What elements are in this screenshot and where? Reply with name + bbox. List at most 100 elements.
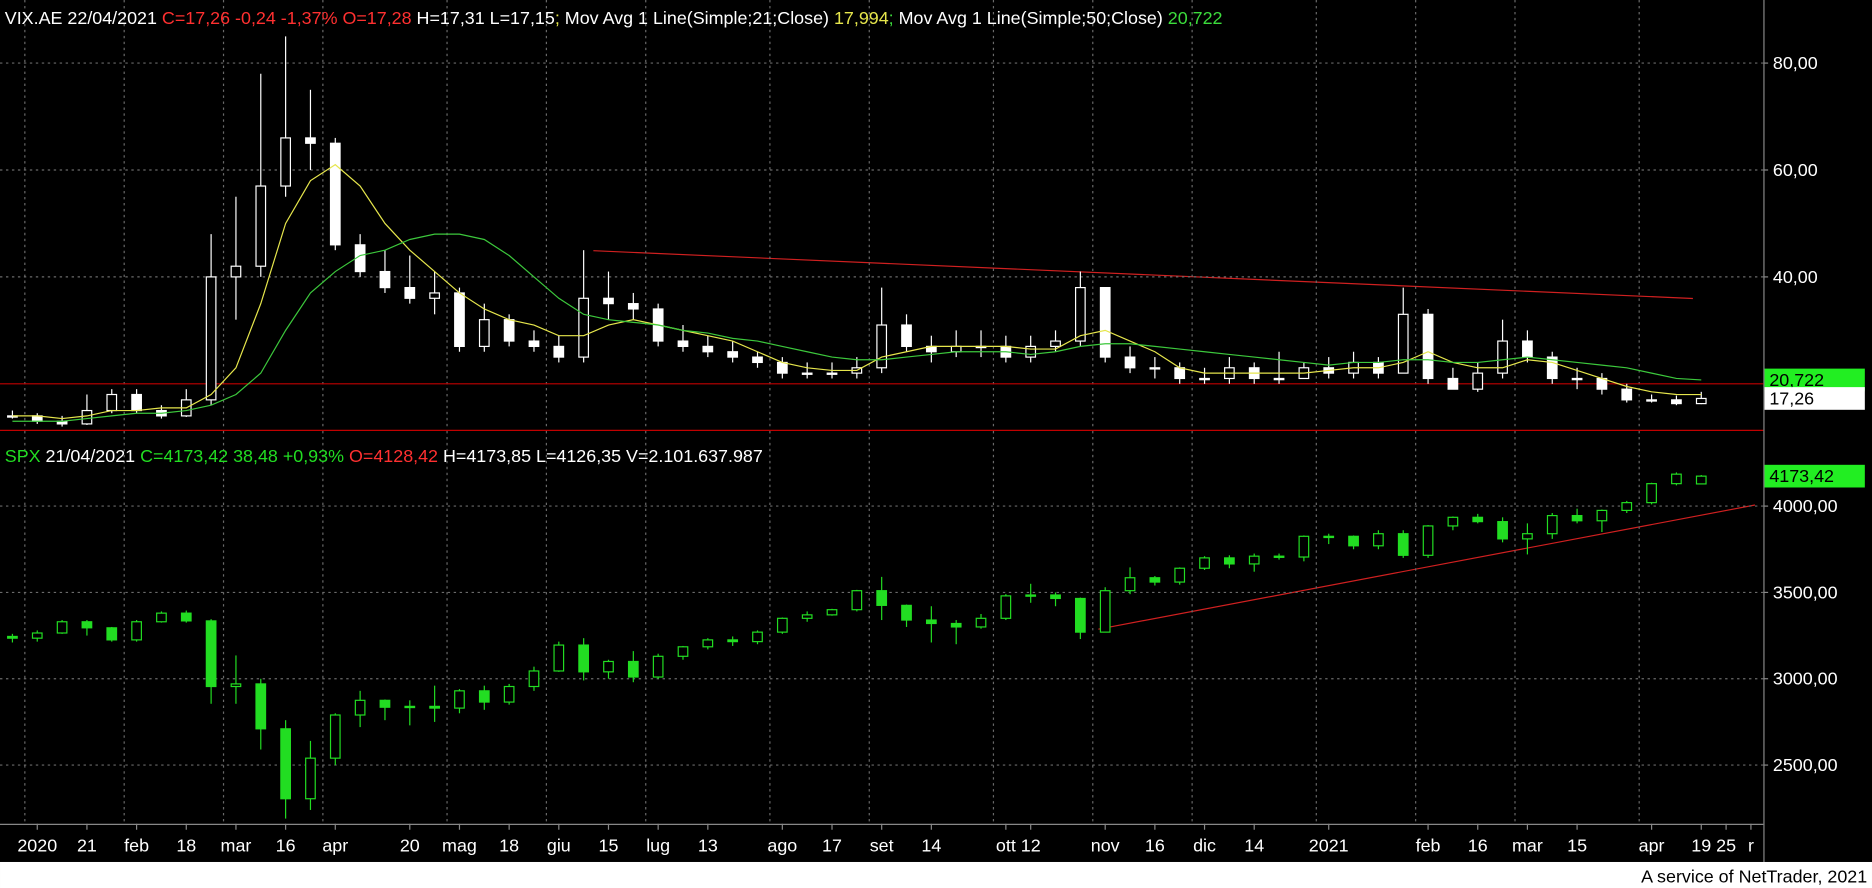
candle-body bbox=[1199, 557, 1210, 569]
candle-body bbox=[1124, 577, 1136, 592]
candle-body bbox=[1149, 577, 1161, 583]
candle-body bbox=[1671, 473, 1682, 485]
x-tick-label: 16 bbox=[276, 835, 296, 855]
x-tick-label: 13 bbox=[698, 835, 718, 855]
candle-body bbox=[1546, 356, 1558, 380]
candle-body bbox=[205, 276, 217, 401]
candle-body bbox=[727, 639, 739, 643]
x-tick-label: 15 bbox=[599, 835, 619, 855]
x-tick-label: 15 bbox=[1567, 835, 1587, 855]
candle-body bbox=[627, 303, 639, 310]
candle-body bbox=[1397, 533, 1409, 556]
candle-body bbox=[801, 614, 813, 619]
x-tick-label: 25 bbox=[1716, 835, 1736, 855]
candle-body bbox=[677, 646, 689, 657]
y-tick-label: 80,00 bbox=[1773, 53, 1818, 73]
legend-header: SPX 21/04/2021 C=4173,42 38,48 +0,93% O=… bbox=[5, 446, 763, 466]
candle-body bbox=[305, 757, 316, 800]
legend-entry: SPX bbox=[5, 446, 41, 466]
candle-body bbox=[1596, 509, 1608, 522]
x-tick-label: 2020 bbox=[17, 835, 57, 855]
legend-entry: H=17,31 L=17,15 bbox=[417, 8, 555, 28]
candle-body bbox=[1447, 516, 1459, 527]
candle-body bbox=[1497, 340, 1508, 374]
candle-body bbox=[1348, 535, 1359, 547]
candle-body bbox=[901, 604, 912, 621]
x-tick-label: 20 bbox=[400, 835, 420, 855]
candle-body bbox=[404, 287, 416, 299]
candle-body bbox=[31, 632, 43, 639]
candle-body bbox=[1174, 367, 1186, 380]
candle-body bbox=[603, 297, 614, 305]
candle-body bbox=[1025, 345, 1037, 358]
moving-average bbox=[12, 233, 1702, 422]
candle-body bbox=[230, 683, 242, 688]
candle-body bbox=[1472, 516, 1484, 523]
candle-body bbox=[901, 324, 912, 347]
candle-body bbox=[801, 372, 813, 375]
candle-body bbox=[528, 340, 540, 347]
candle-body bbox=[876, 590, 888, 606]
candle-body bbox=[1621, 388, 1633, 401]
candle-body bbox=[826, 372, 838, 375]
x-tick-label: 18 bbox=[176, 835, 196, 855]
candle-body bbox=[578, 297, 590, 358]
candle-body bbox=[1149, 367, 1161, 370]
x-tick-label: ott bbox=[996, 835, 1016, 855]
candle-body bbox=[503, 685, 515, 703]
y-tick-label: 3000,00 bbox=[1773, 669, 1838, 689]
candle-body bbox=[553, 345, 565, 358]
x-tick-label: lug bbox=[646, 835, 670, 855]
candle-body bbox=[1422, 525, 1434, 556]
trend-line bbox=[593, 250, 1693, 300]
candle-body bbox=[478, 319, 490, 347]
candle-body bbox=[454, 690, 465, 709]
candle-body bbox=[578, 644, 590, 673]
legend-entry: C=17,26 -0,24 -1,37% O=17,28 bbox=[162, 8, 417, 28]
candle-body bbox=[81, 409, 93, 425]
candle-body bbox=[1174, 567, 1186, 583]
legend-entry: 17,994 bbox=[834, 8, 889, 28]
x-tick-label: 12 bbox=[1021, 835, 1041, 855]
candle-body bbox=[1646, 399, 1657, 402]
legend-header: VIX.AE 22/04/2021 C=17,26 -0,24 -1,37% O… bbox=[5, 8, 1223, 28]
candle-body bbox=[553, 644, 565, 672]
candle-body bbox=[1248, 555, 1260, 565]
candle-body bbox=[627, 660, 639, 678]
candle-body bbox=[478, 690, 490, 703]
candle-body bbox=[652, 655, 664, 678]
candle-body bbox=[776, 361, 788, 374]
candle-body bbox=[1522, 533, 1533, 540]
candle-body bbox=[131, 393, 142, 412]
candle-body bbox=[876, 324, 888, 369]
candle-body bbox=[1397, 313, 1409, 374]
candle-body bbox=[280, 728, 291, 800]
x-tick-label: 14 bbox=[921, 835, 941, 855]
candle-body bbox=[950, 622, 962, 628]
x-tick-label: feb bbox=[124, 835, 149, 855]
price-box bbox=[1764, 464, 1865, 488]
price-box bbox=[1764, 368, 1865, 392]
candle-body bbox=[1199, 377, 1210, 381]
candle-body bbox=[180, 612, 192, 622]
candle-body bbox=[702, 345, 714, 353]
candle-body bbox=[1323, 535, 1335, 539]
candle-body bbox=[1695, 475, 1707, 485]
x-tick-label: feb bbox=[1416, 835, 1441, 855]
candle-body bbox=[975, 617, 987, 628]
candle-body bbox=[1099, 287, 1111, 358]
x-tick-label: mar bbox=[221, 835, 252, 855]
candle-body bbox=[1224, 557, 1235, 565]
candle-body bbox=[131, 621, 142, 641]
legend-entry: 20,722 bbox=[1168, 8, 1223, 28]
y-tick-label: 2500,00 bbox=[1773, 755, 1838, 775]
candle-body bbox=[1025, 594, 1037, 597]
candle-body bbox=[280, 137, 291, 187]
candle-body bbox=[603, 660, 614, 673]
x-tick-label: 17 bbox=[822, 835, 842, 855]
candle-body bbox=[205, 620, 217, 688]
legend-entry: O=4128,42 bbox=[344, 446, 438, 466]
candle-body bbox=[1373, 533, 1384, 547]
